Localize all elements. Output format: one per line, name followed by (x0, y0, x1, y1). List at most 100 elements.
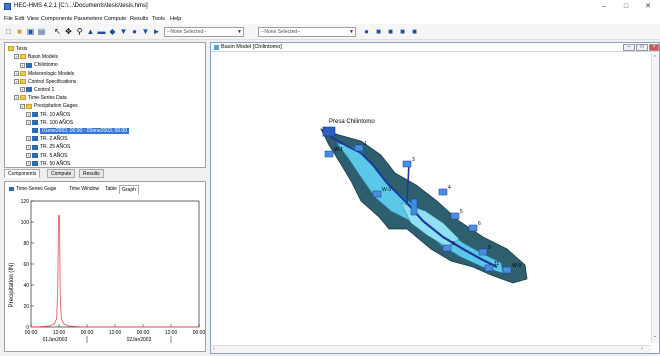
tree-item[interactable]: + TR. 5 AÑOS (26, 152, 68, 160)
tab-table[interactable]: Table (105, 186, 117, 192)
scroll-up-arrow[interactable]: ⌃ (653, 55, 658, 61)
expand-toggle-icon[interactable]: + (26, 136, 31, 142)
menu-compute[interactable]: Compute (104, 16, 127, 22)
component-combo[interactable]: --None Selected-- ▼ (164, 27, 244, 37)
tree-item[interactable]: + Chilintomo (20, 61, 58, 69)
expand-toggle-icon[interactable]: + (14, 95, 19, 101)
tree-item[interactable]: + Control 1 (20, 86, 54, 94)
element-icon[interactable] (478, 248, 488, 256)
menu-parameters[interactable]: Parameters (74, 16, 103, 22)
reach-tool-icon[interactable]: ▬ (97, 27, 106, 36)
menu-view[interactable]: View (27, 16, 39, 22)
element-icon[interactable] (372, 190, 382, 198)
zoom-tool-icon[interactable]: ⚲ (76, 27, 83, 36)
expand-toggle-icon[interactable]: + (26, 119, 31, 125)
element-icon[interactable] (438, 188, 448, 196)
tree-item-label: TR. 10 AÑOS (40, 111, 71, 118)
tree-item[interactable]: + Control Specifications (14, 78, 76, 86)
element-icon[interactable] (324, 150, 334, 158)
element-icon[interactable] (442, 244, 452, 252)
maximize-button[interactable]: □ (623, 3, 629, 10)
compute-icon[interactable]: ● (364, 27, 369, 36)
gage-icon (32, 119, 38, 125)
element-icon[interactable] (502, 266, 512, 274)
tree-item[interactable]: + TR. 25 AÑOS (26, 143, 70, 151)
reservoir-icon[interactable] (322, 126, 336, 137)
basin-window-icon (214, 45, 219, 50)
element-icon[interactable] (468, 224, 478, 232)
menu-results[interactable]: Results (130, 16, 149, 22)
scroll-right-arrow[interactable]: › (641, 346, 643, 352)
tree-item[interactable]: Tesis (8, 45, 27, 53)
print-icon[interactable]: ▤ (37, 27, 46, 36)
expand-toggle-icon[interactable]: + (20, 62, 25, 68)
basin-maximize-button[interactable]: □ (636, 44, 648, 51)
node-label: 6 (478, 221, 481, 227)
tree-item[interactable]: + TR. 100 AÑOS (26, 119, 73, 127)
run-combo[interactable]: --None Selected-- ▼ (258, 27, 356, 37)
basin-minimize-button[interactable]: – (623, 44, 635, 51)
expand-toggle-icon[interactable]: + (20, 87, 25, 93)
expand-toggle-icon[interactable]: + (26, 144, 31, 150)
expand-toggle-icon[interactable]: + (26, 152, 31, 158)
tree-item[interactable]: + Basin Models (14, 53, 58, 61)
tree-item[interactable]: + TR. 50 AÑOS (26, 160, 70, 167)
tree-item[interactable]: + TR. 10 AÑOS (26, 111, 70, 119)
element-icon[interactable] (354, 144, 364, 152)
close-button[interactable]: ✕ (645, 3, 651, 10)
tab-results[interactable]: Results (79, 169, 104, 178)
open-folder-icon[interactable]: ■ (17, 27, 22, 36)
menu-edit[interactable]: Edit (15, 16, 25, 22)
junction-icon[interactable] (410, 198, 418, 216)
tab-components[interactable]: Components (4, 169, 41, 178)
source-tool-icon[interactable]: ● (132, 27, 137, 36)
tree-item[interactable]: 01ene2003, 00:00 - 03ene2003, 00:00 (32, 127, 130, 135)
results-icon[interactable]: ■ (376, 27, 381, 36)
tree-item-label: TR. 100 AÑOS (40, 119, 74, 126)
sink-tool-icon[interactable]: ▼ (141, 27, 150, 36)
tab-time-series-gage[interactable]: Time-Series Gage (7, 185, 58, 194)
tree-item[interactable]: + TR. 2 AÑOS (26, 135, 68, 143)
expand-toggle-icon[interactable]: + (26, 111, 31, 117)
reservoir-tool-icon[interactable]: ▼ (119, 27, 128, 36)
menu-tools[interactable]: Tools (152, 16, 165, 22)
expand-toggle-icon[interactable]: + (20, 103, 25, 109)
save-icon[interactable]: ▣ (26, 27, 35, 36)
tributary-reach[interactable] (406, 162, 410, 204)
scroll-down-arrow[interactable]: ⌄ (653, 333, 658, 339)
gage-icon (32, 160, 38, 166)
expand-toggle-icon[interactable]: + (14, 54, 19, 60)
new-file-icon[interactable]: □ (6, 27, 11, 36)
menu-file[interactable]: File (4, 16, 13, 22)
tab-compute[interactable]: Compute (47, 169, 76, 178)
table-icon[interactable]: ■ (412, 27, 417, 36)
gage-icon (32, 152, 38, 158)
tree-item[interactable]: + Time-Series Data (14, 94, 67, 102)
xtick-label: 00:00 (193, 330, 205, 336)
tab-graph[interactable]: Graph (119, 185, 139, 194)
arrow-tool-icon[interactable]: ↖ (54, 27, 61, 36)
pan-tool-icon[interactable]: ✥ (65, 27, 72, 36)
expand-toggle-icon[interactable]: + (26, 160, 31, 166)
junction-tool-icon[interactable]: ◆ (109, 27, 116, 36)
minimize-button[interactable]: – (602, 3, 606, 10)
basin-vertical-scrollbar[interactable]: ⌃ ⌄ (651, 53, 659, 343)
element-icon[interactable] (484, 264, 494, 272)
graph-icon[interactable]: ■ (388, 27, 393, 36)
diversion-tool-icon[interactable]: ► (152, 27, 161, 36)
basin-horizontal-scrollbar[interactable]: ‹ › (211, 345, 651, 353)
ytick-label: 100 (21, 220, 30, 226)
subbasin-tool-icon[interactable]: ▲ (86, 27, 95, 36)
menu-help[interactable]: Help (170, 16, 182, 22)
element-icon[interactable] (450, 212, 460, 220)
expand-toggle-icon[interactable]: + (14, 70, 19, 76)
scroll-left-arrow[interactable]: ‹ (213, 346, 215, 352)
tree-item[interactable]: + Meteorologic Models (14, 70, 74, 78)
element-icon[interactable] (402, 160, 412, 168)
tab-time-window[interactable]: Time Window (69, 186, 100, 192)
expand-toggle-icon[interactable]: + (14, 78, 19, 84)
basin-close-button[interactable]: × (649, 44, 659, 51)
summary-icon[interactable]: ■ (400, 27, 405, 36)
menu-components[interactable]: Components (41, 16, 73, 22)
tree-item[interactable]: + Precipitation Gages (20, 102, 78, 110)
